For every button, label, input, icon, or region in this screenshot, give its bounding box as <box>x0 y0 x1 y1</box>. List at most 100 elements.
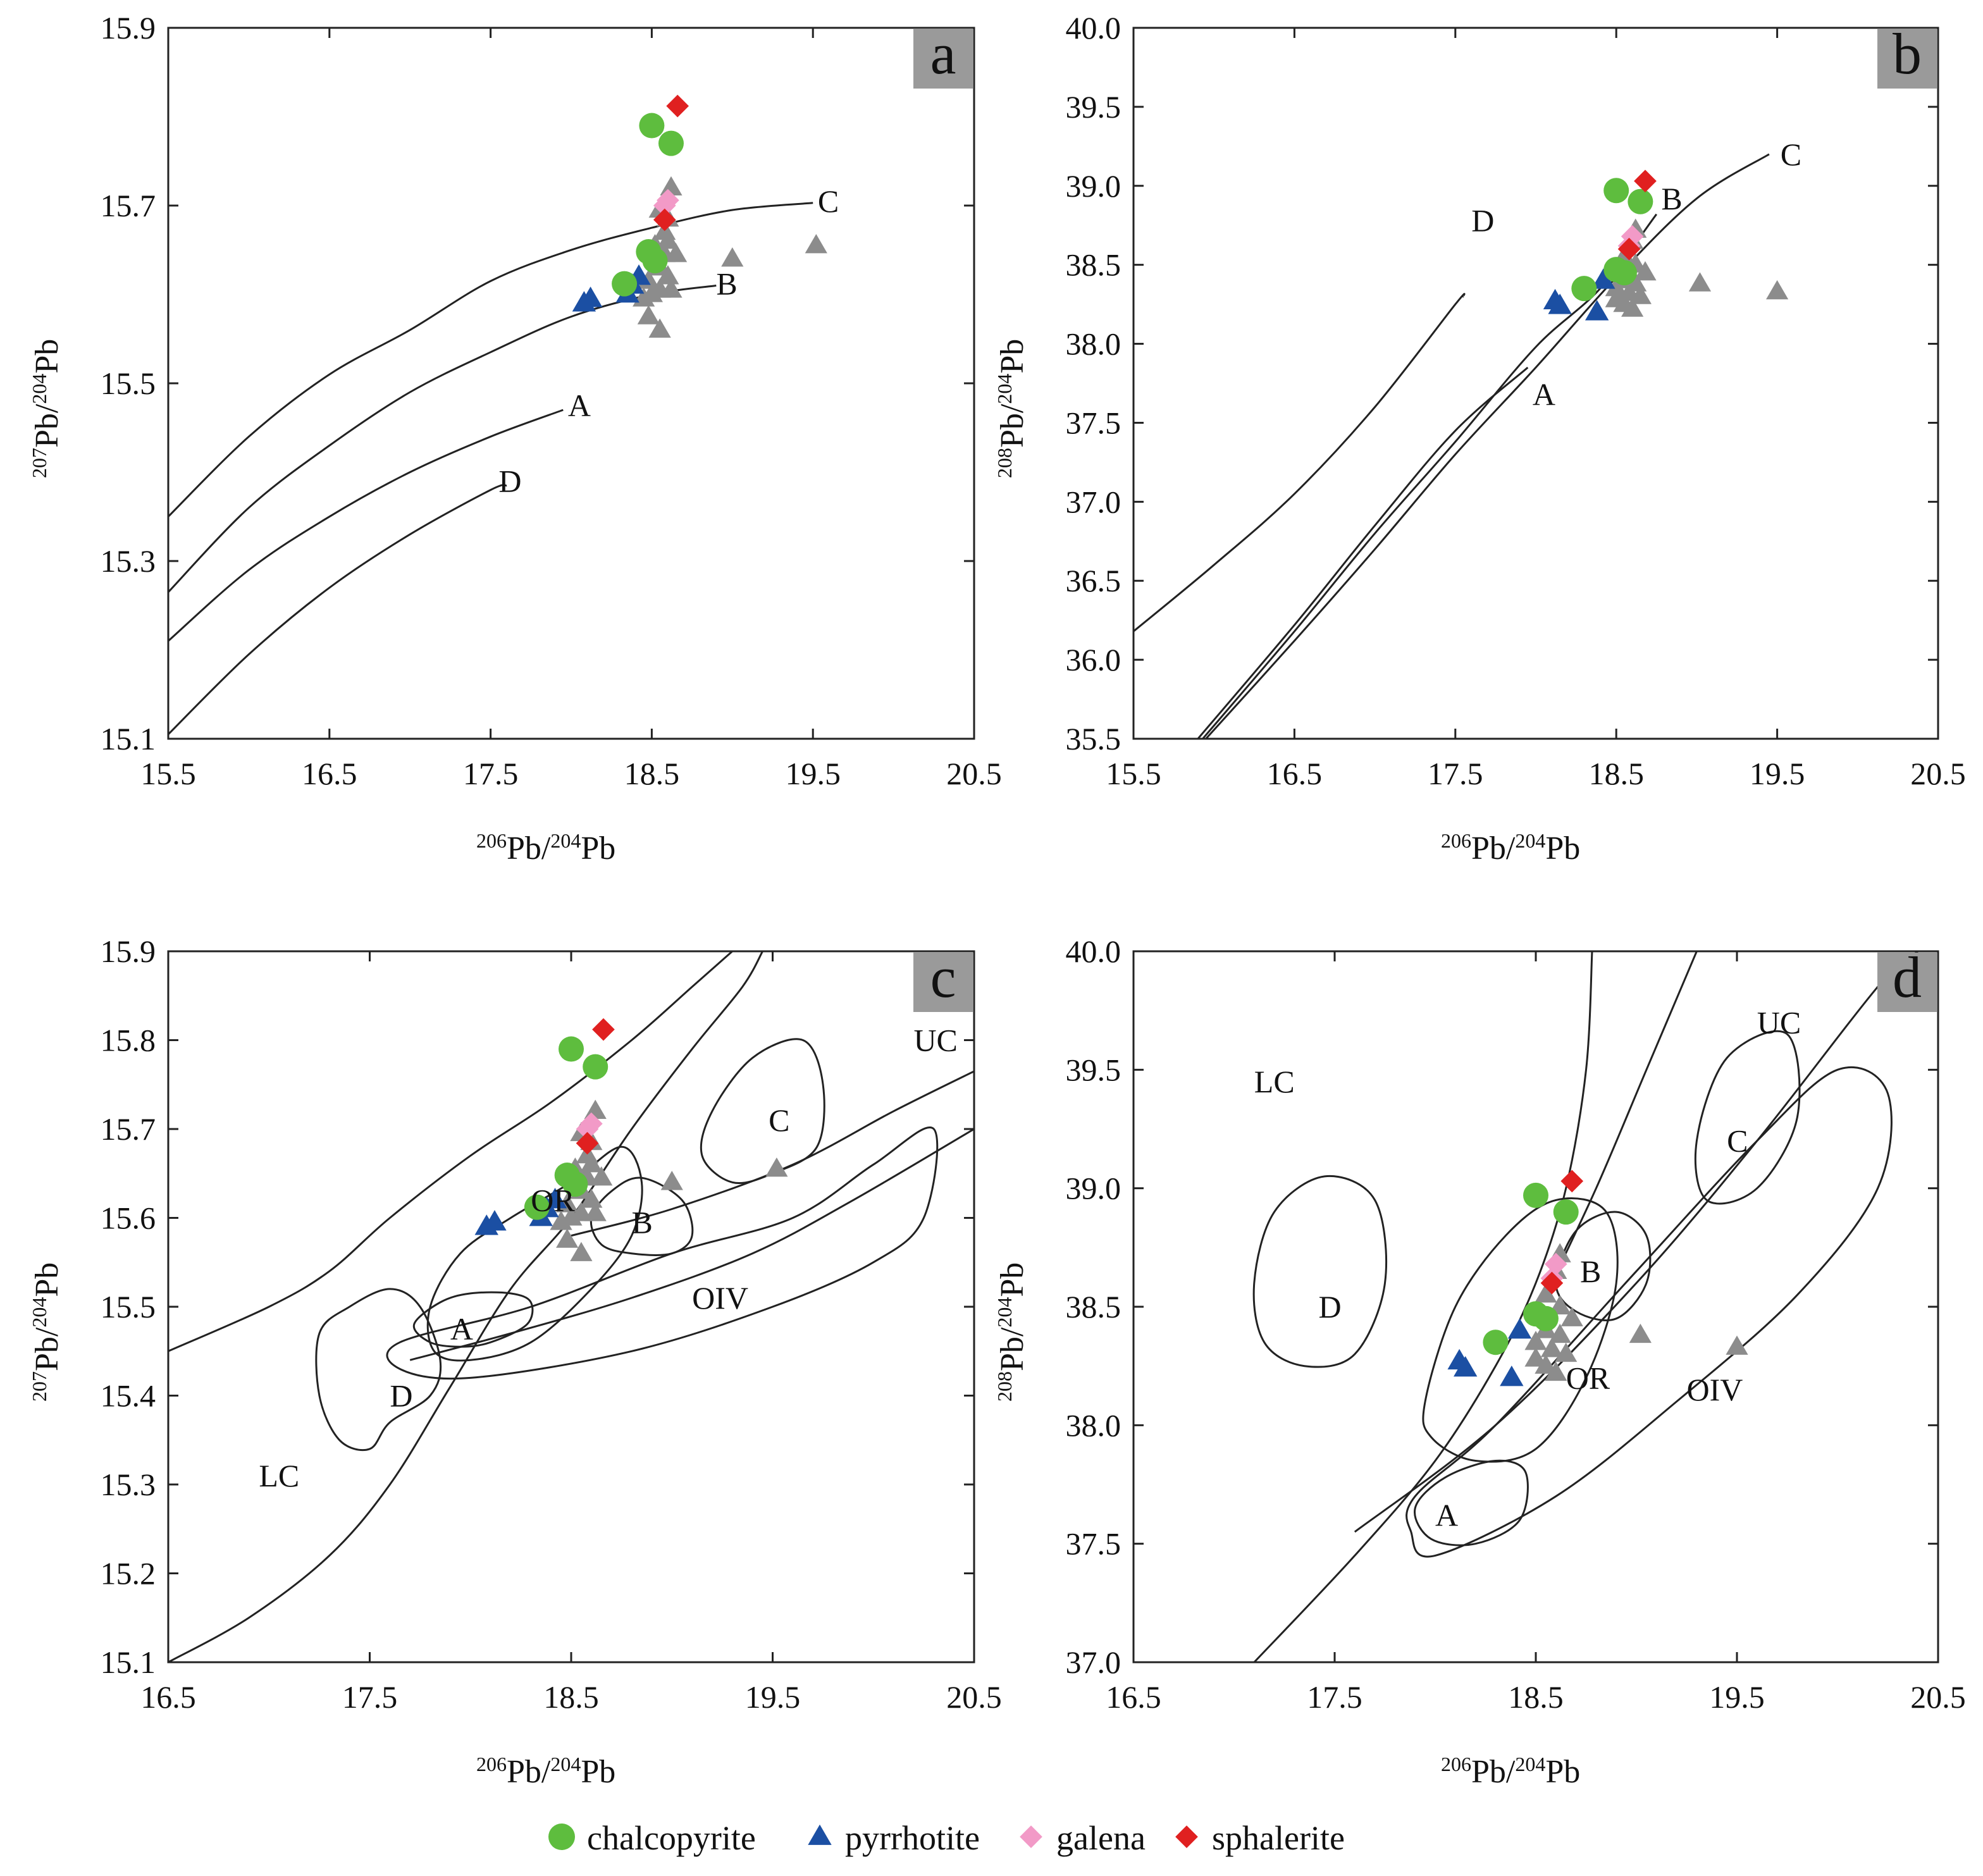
panel-d-label-or: OR <box>1566 1360 1610 1395</box>
panel-a-letter-badge <box>913 29 973 89</box>
panel-d-point-pyrrhotite <box>1500 1366 1524 1386</box>
panel-c-ytick-label: 15.2 <box>101 1556 156 1591</box>
panel-d-point-other <box>1524 1330 1547 1350</box>
panel-b-ylabel: 208Pb/204Pb <box>993 339 1030 478</box>
panel-a-xtick-label: 20.5 <box>946 756 1002 791</box>
panel-d-point-pyrrhotite <box>1507 1318 1532 1339</box>
legend-sphalerite-marker <box>1175 1825 1198 1848</box>
panel-d-field-b <box>1555 1211 1652 1321</box>
panel-c-point-chalcopyrite <box>559 1036 584 1062</box>
panel-b-point-chalcopyrite <box>1603 178 1629 204</box>
panel-a-point-other <box>660 278 683 298</box>
panel-b-ytick-label: 35.5 <box>1066 721 1121 756</box>
panel-c-label-a: A <box>450 1311 473 1347</box>
panel-d-ytick-label: 40.0 <box>1066 934 1121 969</box>
panel-d-point-other <box>1535 1354 1557 1374</box>
panel-a-xtick-label: 19.5 <box>785 756 841 791</box>
panel-c-field-a <box>412 1291 534 1348</box>
panel-b-ytick-label: 38.0 <box>1066 326 1121 362</box>
panel-b-label-c: C <box>1781 137 1801 172</box>
legend-chalcopyrite-marker <box>548 1824 575 1850</box>
panel-c-point-other <box>660 1171 683 1190</box>
panel-b-point-chalcopyrite <box>1611 260 1637 286</box>
panel-c-label-b: B <box>632 1205 653 1240</box>
panel-d-point-other <box>1548 1323 1571 1343</box>
panel-d-point-other <box>1540 1338 1564 1357</box>
panel-b-xtick-label: 15.5 <box>1106 756 1161 791</box>
panel-d-letter-badge <box>1877 953 1937 1012</box>
panel-c-point-sphalerite <box>592 1018 615 1041</box>
panel-d-xtick-label: 19.5 <box>1709 1679 1765 1715</box>
panel-c-label-oiv: OIV <box>692 1280 748 1316</box>
panel-a-curve-d <box>168 484 507 736</box>
panel-d-xtick-label: 17.5 <box>1307 1679 1362 1715</box>
panel-a-xtick-label: 15.5 <box>140 756 196 791</box>
legend-sphalerite-label: sphalerite <box>1212 1819 1345 1857</box>
panel-c-ytick-label: 15.5 <box>101 1289 156 1324</box>
panel-b-ytick-label: 39.5 <box>1066 89 1121 125</box>
panel-a-ytick-label: 15.1 <box>101 721 156 756</box>
panel-d-field-c <box>1694 1030 1801 1205</box>
panel-b-label-a: A <box>1533 376 1555 412</box>
panel-a-point-other <box>660 176 683 196</box>
panel-b-ytick-label: 37.5 <box>1066 405 1121 440</box>
panel-d-field-or <box>1422 1197 1619 1463</box>
panel-c-label-c: C <box>769 1102 789 1138</box>
panel-b-point-sphalerite <box>1617 237 1641 261</box>
panel-b-xtick-label: 18.5 <box>1588 756 1644 791</box>
panel-d-point-chalcopyrite <box>1553 1199 1579 1225</box>
panel-a-point-other <box>665 243 688 262</box>
panel-b-xtick-label: 19.5 <box>1750 756 1805 791</box>
panels: 15.5 16.5 17.5 18.5 19.5 20.5 15.1 15.3 15.5 15.7… <box>28 10 1966 1790</box>
panel-c-point-sphalerite <box>576 1132 599 1155</box>
panel-b-label-b: B <box>1661 181 1682 216</box>
panel-c-letter: c <box>930 945 956 1009</box>
legend-chalcopyrite-label: chalcopyrite <box>587 1819 756 1857</box>
panel-c-label-or: OR <box>531 1182 575 1218</box>
panel-c-point-other <box>580 1152 603 1173</box>
panel-d-ytick-label: 37.0 <box>1066 1645 1121 1680</box>
panel-b-xtick-label: 20.5 <box>1910 756 1966 791</box>
panel-a-point-sphalerite <box>666 94 689 118</box>
panel-b-label-d: D <box>1471 203 1494 238</box>
panel-c-field-or <box>426 1145 643 1362</box>
panel-a-ytick-label: 15.9 <box>101 10 156 46</box>
panel-b-curve-c <box>1205 153 1770 739</box>
panel-c-ytick-label: 15.6 <box>101 1200 156 1236</box>
panel-d-field-d <box>1252 1175 1387 1368</box>
panel-d-xtick-label: 16.5 <box>1106 1679 1161 1715</box>
panel-d-curve-or-line <box>1545 951 1698 1295</box>
panel-b-point-other <box>1634 261 1657 281</box>
panel-b-point-pyrrhotite <box>1585 300 1609 321</box>
panel-b-xtick-label: 17.5 <box>1428 756 1483 791</box>
panel-c-field-c <box>700 1038 825 1184</box>
panel-a-point-sphalerite <box>653 208 676 231</box>
panel-c-plot-area <box>168 951 974 1662</box>
panel-a-xlabel: 206Pb/204Pb <box>476 829 615 867</box>
panel-c-point-other <box>765 1157 788 1177</box>
panel-c-point-chalcopyrite <box>562 1171 588 1197</box>
panel-b-xtick-label: 16.5 <box>1267 756 1323 791</box>
panel-b-ytick-label: 37.0 <box>1066 484 1121 519</box>
panel-b-xlabel: 206Pb/204Pb <box>1441 829 1580 867</box>
panel-c-field-oiv <box>386 1126 939 1380</box>
panel-a-curve-a <box>168 409 564 642</box>
panel-b-point-chalcopyrite <box>1571 276 1597 302</box>
panel-d-plot-area <box>1252 951 1919 1662</box>
panel-d-point-other <box>1726 1335 1748 1355</box>
panel-a-point-chalcopyrite <box>612 271 638 297</box>
panel-a-label-c: C <box>818 183 839 219</box>
panel-d-xtick-label: 18.5 <box>1508 1679 1564 1715</box>
panel-d-point-chalcopyrite <box>1533 1305 1559 1331</box>
panel-b-point-other <box>1766 280 1789 300</box>
panel-d-label-oiv: OIV <box>1687 1372 1743 1407</box>
panel-a-curve-c <box>168 202 813 517</box>
panel-d-point-other <box>1629 1323 1652 1343</box>
panel-a-xtick-label: 18.5 <box>624 756 680 791</box>
panel-c: 16.5 17.5 18.5 19.5 20.5 15.1 15.2 15.3 15.4 15.5… <box>28 934 1002 1790</box>
panel-c-point-other <box>556 1228 579 1248</box>
panel-d: 16.5 17.5 18.5 19.5 20.5 37.0 37.5 38.0 38.5 39.0… <box>993 934 1966 1790</box>
panel-d-point-sphalerite <box>1560 1169 1584 1193</box>
panel-d-curve-oiv-line <box>1354 951 1919 1533</box>
